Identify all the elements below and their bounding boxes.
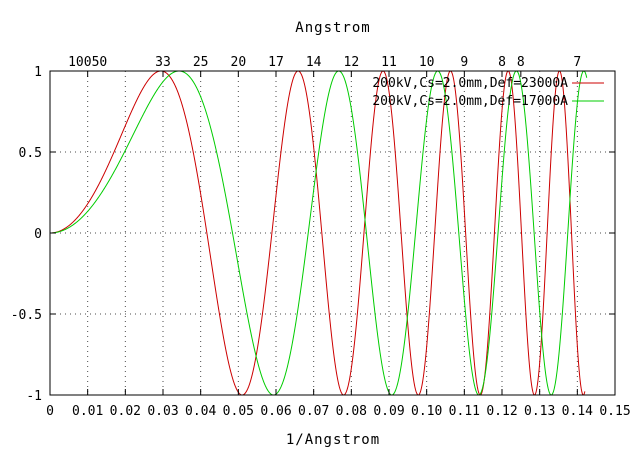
x-axis: 0 0.01 0.02 0.03 0.04 0.05 0.06 0.07 0.08 0.09 0.1…: [46, 389, 631, 419]
top-tick-label: 7: [573, 55, 581, 70]
top-tick-label: 33: [155, 55, 171, 70]
top-tick-label: 20: [231, 55, 247, 70]
y-tick-label: 0: [34, 227, 42, 242]
top-tick-label: 10: [419, 55, 435, 70]
plot-area: [50, 70, 588, 396]
legend: 200kV,Cs=2.0mm,Def=23000A 200kV,Cs=2.0mm,…: [372, 76, 604, 109]
x-tick-label: 0.15: [599, 404, 630, 419]
series-line: [50, 70, 586, 396]
top-axis-label: Angstrom: [295, 20, 370, 36]
x-tick-label: 0.04: [185, 404, 216, 419]
x-tick-label: 0.03: [147, 404, 178, 419]
x-tick-label: 0.09: [373, 404, 404, 419]
y-tick-label: 1: [34, 65, 42, 80]
x-axis-label: 1/Angstrom: [286, 432, 380, 448]
top-tick-label: 12: [344, 55, 360, 70]
x-tick-label: 0: [46, 404, 54, 419]
x-tick-label: 0.13: [524, 404, 555, 419]
y-axis: -1 -0.5 0 0.5 1: [11, 65, 615, 404]
y-tick-label: 0.5: [19, 146, 42, 161]
top-tick-label: 25: [193, 55, 209, 70]
x-tick-label: 0.10: [411, 404, 442, 419]
x-tick-label: 0.14: [562, 404, 593, 419]
series-line: [50, 70, 588, 396]
x-tick-label: 0.05: [223, 404, 254, 419]
top-tick-label: 14: [306, 55, 322, 70]
top-tick-label: 11: [381, 55, 397, 70]
top-tick-label: 17: [268, 55, 284, 70]
legend-label: 200kV,Cs=2.0mm,Def=17000A: [372, 94, 568, 109]
x-tick-label: 0.07: [298, 404, 329, 419]
x-tick-label: 0.08: [336, 404, 367, 419]
top-tick-label: 8: [498, 55, 506, 70]
x-tick-label: 0.02: [110, 404, 141, 419]
x-tick-label: 0.06: [260, 404, 291, 419]
y-tick-label: -0.5: [11, 308, 42, 323]
top-axis: 10050 33 25 20 17 14 12 11 10 9 8 8 7: [68, 55, 581, 77]
top-tick-label: 9: [460, 55, 468, 70]
legend-label: 200kV,Cs=2.0mm,Def=23000A: [372, 76, 568, 91]
x-tick-label: 0.01: [72, 404, 103, 419]
x-tick-label: 0.12: [486, 404, 517, 419]
x-tick-label: 0.11: [449, 404, 480, 419]
top-tick-label: 10050: [68, 55, 107, 70]
top-tick-label: 8: [517, 55, 525, 70]
y-tick-label: -1: [26, 389, 42, 404]
